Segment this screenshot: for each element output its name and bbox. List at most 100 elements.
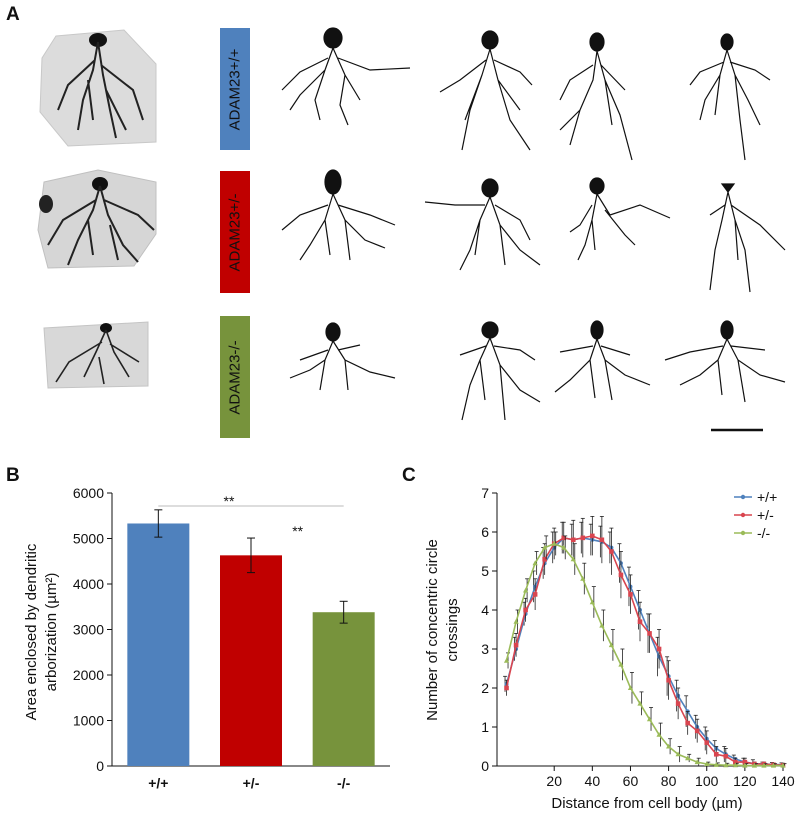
series-point [713,762,719,767]
series-point [742,762,748,768]
neuron-tracings [281,27,786,432]
legend-label-3: -/- [757,525,771,541]
bar-category-label: +/- [243,775,260,791]
series-point [523,587,529,593]
series-point [656,646,662,652]
line-y-tick-label: 1 [481,719,489,735]
neuron-tracing-het-2 [424,178,541,271]
series-point [637,700,643,706]
series-point [618,572,624,578]
line-y-tick-label: 4 [481,602,489,618]
line-y-tick-label: 3 [481,641,489,657]
line-x-tick-label: 140 [771,773,795,789]
series-point [608,642,614,648]
series-point [561,544,567,550]
series-point [590,533,595,539]
series-point [694,728,700,734]
series-point [694,759,700,765]
bar-y-tick-label: 6000 [73,485,104,501]
series-point [685,720,690,726]
line-y-tick-label: 2 [481,680,489,696]
series-point [504,685,509,691]
series-line-3 [505,542,783,767]
bar-category-label: +/+ [148,775,168,791]
significance-label-2: ** [292,523,303,539]
bar-3 [312,612,375,766]
bar-y-tick-label: 0 [96,758,104,774]
micrograph-het [37,169,157,269]
series-point [628,592,633,597]
series-point [646,716,653,722]
bar-2 [220,555,282,766]
line-ylabel-line1: Number of concentric circle [424,539,441,721]
neuron-tracing-het-1 [281,169,396,261]
series-point [761,762,767,768]
series-point [532,592,538,597]
series-point [666,677,671,683]
series-point [733,759,738,765]
series-point [713,752,719,757]
series-point [609,549,614,554]
series-point [723,753,729,759]
line-x-tick-label: 60 [623,773,639,789]
series-point [675,701,681,706]
neuron-tracing-het-4 [709,183,786,293]
line-x-tick-label: 100 [695,773,719,789]
legend-label-1: +/+ [757,489,777,505]
bar-y-tick-label: 2000 [73,667,104,683]
series-point [627,685,634,690]
neuron-tracing-het-3 [569,177,671,261]
series-point [723,762,729,768]
series-point [637,619,643,624]
series-point [704,740,710,745]
series-point [589,599,595,605]
series-point [580,535,586,541]
series-point [656,732,662,737]
series-point [513,618,519,624]
line-y-tick-label: 7 [481,485,489,501]
series-point [770,762,777,768]
bar-ylabel-line1: Area enclosed by dendritic [23,543,40,720]
series-point [513,642,519,648]
series-point [523,607,528,613]
series-point [503,657,510,663]
line-x-tick-label: 20 [546,773,562,789]
micrograph-wt [39,29,157,147]
panel-c-letter: C [402,465,416,486]
series-3 [503,531,787,768]
series-point [580,576,586,581]
bar-y-tick-label: 4000 [73,576,104,592]
line-ylabel-line2: crossings [444,598,461,661]
bar-y-tick-label: 1000 [73,713,104,729]
series-point [551,540,557,546]
neuron-tracing-ko-1 [289,322,396,391]
neuron-tracing-wt-1 [281,27,411,126]
series-point [542,557,547,562]
bar-ylabel-line2: arborization (µm²) [43,573,60,692]
series-point [542,544,548,550]
series-point [599,622,605,628]
bar-1 [127,523,190,766]
micrograph-ko [43,321,149,389]
series-point [732,762,738,768]
neuron-tracing-wt-2 [439,30,533,151]
bar-category-label: -/- [337,775,351,791]
series-point [532,560,538,566]
panel-a-letter: A [6,4,20,25]
legend-marker-3 [740,530,746,536]
series-point [570,556,576,562]
series-point [780,762,786,768]
series-line-2 [505,535,784,766]
series-point [561,535,567,541]
series-point [751,762,757,768]
neuron-tracing-wt-3 [559,32,633,161]
bar-chart: Area enclosed by dendritic arborization … [23,485,390,791]
line-y-tick-label: 5 [481,563,489,579]
legend-marker-2 [740,512,746,518]
legend-marker-1 [740,494,746,500]
genotype-label-wt: ADAM23+/+ [220,28,250,150]
neuron-tracing-ko-4 [664,320,786,403]
series-2 [504,516,786,768]
line-x-tick-label: 80 [661,773,677,789]
